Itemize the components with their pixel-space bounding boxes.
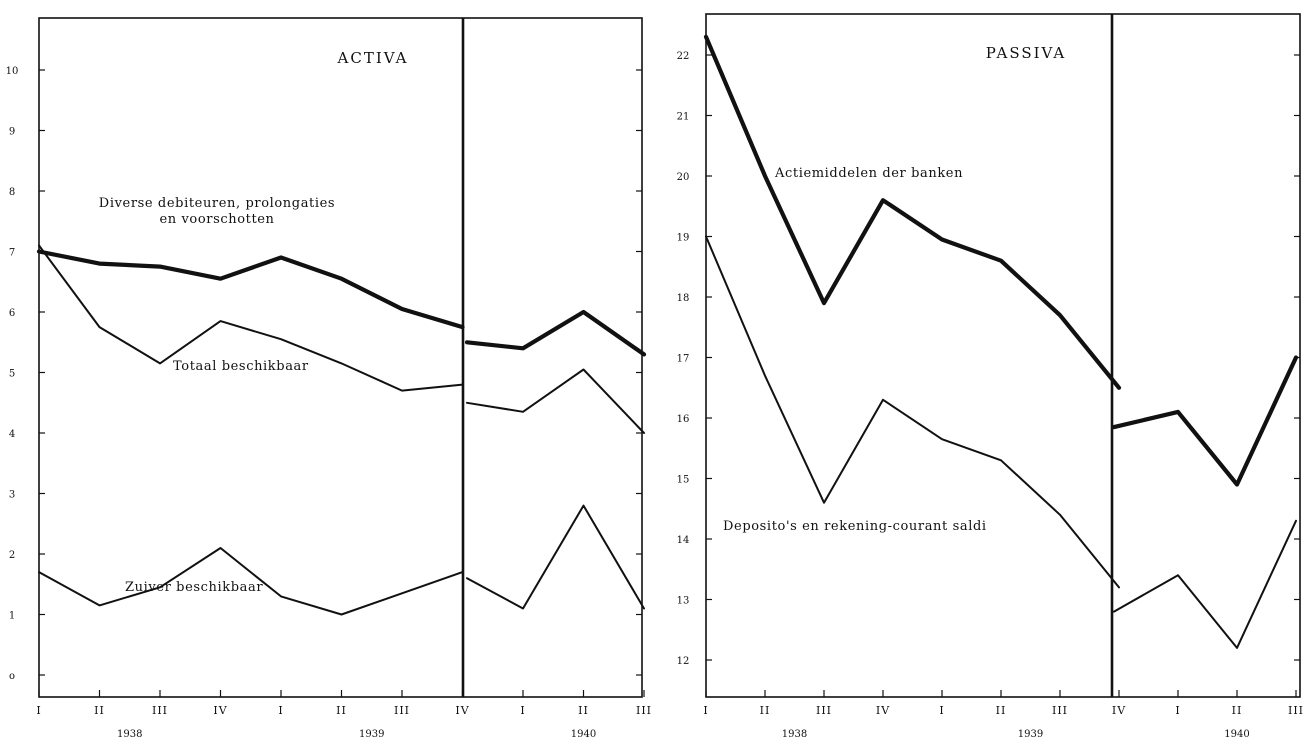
activa-ytick-label: 3	[9, 490, 15, 501]
activa-series-1-line-after-break	[466, 368, 645, 434]
activa-xtick-label: III	[636, 704, 652, 717]
passiva-xtick-label: III	[1288, 704, 1304, 717]
activa-ytick-label: 10	[6, 66, 19, 77]
activa-xtick-label: I	[520, 704, 525, 717]
activa-ytick-label: 8	[9, 187, 15, 198]
activa-xtick-label: II	[578, 704, 589, 717]
activa-xtick-label: III	[394, 704, 410, 717]
activa-xtick-label: III	[152, 704, 168, 717]
passiva-series-1: Deposito's en rekening-courant saldi	[705, 235, 1297, 649]
passiva-xtick-label: I	[939, 704, 944, 717]
activa-series-0-label: en voorschotten	[159, 212, 274, 227]
passiva-ytick-label: 19	[677, 233, 690, 244]
activa-year-label: 1939	[359, 729, 384, 740]
passiva-xtick-label: II	[996, 704, 1007, 717]
activa-xtick-label: IV	[455, 704, 469, 717]
passiva-series-1-label: Deposito's en rekening-courant saldi	[723, 519, 987, 534]
passiva-year-label: 1939	[1018, 729, 1043, 740]
activa-year-label: 1938	[117, 729, 142, 740]
activa-xtick-label: II	[94, 704, 105, 717]
activa-series-1-line-before-break	[38, 244, 464, 392]
activa-xtick-label: I	[278, 704, 283, 717]
passiva-series-0: Actiemiddelen der banken	[703, 34, 1299, 487]
passiva-ytick-label: 13	[677, 596, 690, 607]
passiva-xtick-label: IV	[876, 704, 890, 717]
passiva-title: PASSIVA	[986, 44, 1066, 62]
activa-series-2-label: Zuiver beschikbaar	[125, 580, 263, 595]
passiva-ytick-label: 17	[677, 354, 690, 365]
passiva-ytick-label: 16	[677, 414, 690, 425]
activa-ytick-label: 7	[9, 248, 15, 259]
activa-ytick-label: 5	[9, 369, 15, 380]
passiva-series-1-line-before-break	[705, 235, 1120, 589]
activa-series-1-label: Totaal beschikbaar	[173, 359, 309, 374]
activa-ytick-label: 9	[9, 127, 15, 138]
passiva-series-0-line-before-break	[703, 34, 1122, 390]
activa-plot-frame	[38, 17, 643, 698]
activa-series-2: Zuiver beschikbaar	[38, 504, 645, 616]
passiva-xtick-label: I	[1175, 704, 1180, 717]
activa-series-0-label: Diverse debiteuren, prolongaties	[99, 196, 335, 211]
passiva-xtick-label: IV	[1112, 704, 1126, 717]
passiva-ytick-label: 22	[677, 51, 690, 62]
passiva-ytick-label: 12	[677, 656, 690, 667]
activa-ytick-label: 1	[9, 611, 15, 622]
activa-series-1: Totaal beschikbaar	[38, 244, 645, 434]
passiva-ytick-label: 18	[677, 293, 690, 304]
passiva-ytick-label: 14	[677, 535, 690, 546]
activa-xtick-label: I	[36, 704, 41, 717]
activa-series-0-line-before-break	[36, 249, 465, 330]
activa-title: ACTIVA	[337, 49, 409, 67]
passiva-xtick-label: III	[1052, 704, 1068, 717]
activa-series-2-line-after-break	[466, 504, 645, 610]
activa-series-2-line-before-break	[38, 547, 464, 616]
activa-xtick-label: IV	[213, 704, 227, 717]
activa-ytick-label: 6	[9, 308, 15, 319]
activa-ytick-label: 4	[9, 429, 15, 440]
passiva-year-label: 1940	[1224, 729, 1249, 740]
passiva-ytick-label: 21	[677, 112, 690, 123]
passiva-ytick-label: 20	[677, 172, 690, 183]
activa-ytick-label: o	[9, 671, 15, 682]
activa-year-label: 1940	[571, 729, 596, 740]
passiva-series-0-line-after-break	[1111, 355, 1299, 487]
passiva-xtick-label: II	[1232, 704, 1243, 717]
passiva-ytick-label: 15	[677, 475, 690, 486]
passiva-year-label: 1938	[782, 729, 807, 740]
passiva-xtick-label: I	[703, 704, 708, 717]
passiva-xtick-label: II	[760, 704, 771, 717]
passiva-xtick-label: III	[816, 704, 832, 717]
passiva-series-0-label: Actiemiddelen der banken	[774, 166, 963, 181]
passiva-plot-frame	[705, 13, 1301, 698]
activa-xtick-label: II	[336, 704, 347, 717]
passiva-series-1-line-after-break	[1113, 519, 1297, 649]
activa-series-0-line-after-break	[464, 309, 647, 357]
activa-ytick-label: 2	[9, 550, 15, 561]
